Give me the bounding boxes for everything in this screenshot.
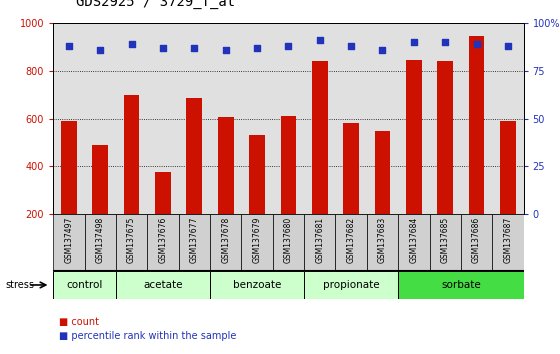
- Text: propionate: propionate: [323, 280, 380, 290]
- Bar: [367, 214, 398, 271]
- Bar: [304, 214, 335, 271]
- Bar: [398, 214, 430, 271]
- Text: GSM137684: GSM137684: [409, 217, 418, 263]
- Point: [378, 47, 387, 53]
- Point: [347, 43, 356, 49]
- Bar: [179, 214, 210, 271]
- Text: GSM137681: GSM137681: [315, 217, 324, 263]
- Point: [253, 45, 262, 51]
- Text: benzoate: benzoate: [233, 280, 281, 290]
- Point: [441, 39, 450, 45]
- Bar: [85, 214, 116, 271]
- Point: [64, 43, 73, 49]
- Bar: [124, 95, 139, 262]
- Text: GSM137683: GSM137683: [378, 217, 387, 263]
- Point: [284, 43, 293, 49]
- Text: GSM137685: GSM137685: [441, 217, 450, 263]
- Bar: [53, 271, 116, 299]
- Bar: [500, 121, 516, 262]
- Point: [221, 47, 230, 53]
- Bar: [210, 271, 304, 299]
- Point: [96, 47, 105, 53]
- Bar: [375, 131, 390, 262]
- Text: GSM137686: GSM137686: [472, 217, 481, 263]
- Text: GSM137679: GSM137679: [253, 217, 262, 263]
- Bar: [430, 214, 461, 271]
- Bar: [437, 61, 453, 262]
- Text: GSM137678: GSM137678: [221, 217, 230, 263]
- Bar: [92, 145, 108, 262]
- Text: acetate: acetate: [143, 280, 183, 290]
- Text: GSM137498: GSM137498: [96, 217, 105, 263]
- Bar: [312, 61, 328, 262]
- Bar: [155, 172, 171, 262]
- Text: ■ count: ■ count: [59, 317, 99, 327]
- Bar: [116, 271, 210, 299]
- Point: [190, 45, 199, 51]
- Text: GSM137687: GSM137687: [503, 217, 512, 263]
- Point: [158, 45, 167, 51]
- Bar: [469, 36, 484, 262]
- Bar: [304, 271, 398, 299]
- Point: [472, 41, 481, 47]
- Text: ■ percentile rank within the sample: ■ percentile rank within the sample: [59, 331, 236, 341]
- Text: GSM137675: GSM137675: [127, 217, 136, 263]
- Text: control: control: [67, 280, 102, 290]
- Bar: [492, 214, 524, 271]
- Bar: [53, 214, 85, 271]
- Point: [127, 41, 136, 47]
- Bar: [335, 214, 367, 271]
- Bar: [61, 121, 77, 262]
- Bar: [273, 214, 304, 271]
- Bar: [249, 135, 265, 262]
- Bar: [398, 271, 524, 299]
- Bar: [210, 214, 241, 271]
- Text: GSM137497: GSM137497: [64, 217, 73, 263]
- Text: GSM137676: GSM137676: [158, 217, 167, 263]
- Bar: [186, 98, 202, 262]
- Bar: [406, 60, 422, 262]
- Text: sorbate: sorbate: [441, 280, 480, 290]
- Bar: [116, 214, 147, 271]
- Text: GSM137682: GSM137682: [347, 217, 356, 263]
- Text: GSM137680: GSM137680: [284, 217, 293, 263]
- Bar: [218, 118, 234, 262]
- Bar: [461, 214, 492, 271]
- Point: [409, 39, 418, 45]
- Text: GSM137677: GSM137677: [190, 217, 199, 263]
- Point: [315, 38, 324, 43]
- Text: stress: stress: [6, 280, 35, 290]
- Bar: [281, 116, 296, 262]
- Bar: [241, 214, 273, 271]
- Text: GDS2925 / 3729_f_at: GDS2925 / 3729_f_at: [76, 0, 235, 9]
- Bar: [343, 123, 359, 262]
- Bar: [147, 214, 179, 271]
- Point: [503, 43, 512, 49]
